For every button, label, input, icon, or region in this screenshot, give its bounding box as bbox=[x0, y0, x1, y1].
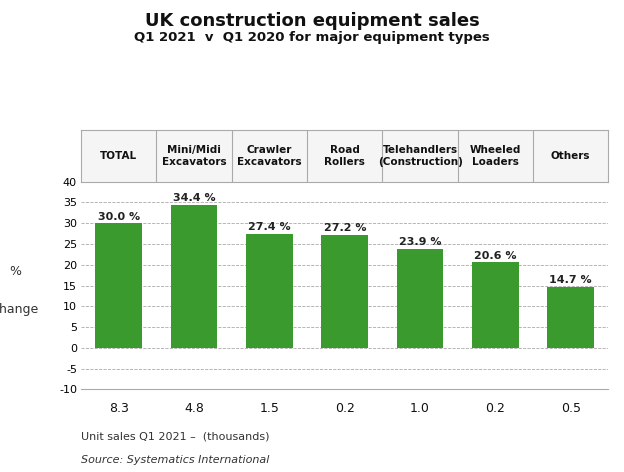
Text: 0.2: 0.2 bbox=[485, 402, 505, 415]
Text: 20.6 %: 20.6 % bbox=[474, 251, 517, 261]
Text: 34.4 %: 34.4 % bbox=[173, 194, 215, 203]
Text: change: change bbox=[0, 303, 39, 316]
Text: 27.4 %: 27.4 % bbox=[248, 222, 291, 232]
Text: Crawler
Excavators: Crawler Excavators bbox=[237, 144, 302, 167]
Text: Q1 2021  v  Q1 2020 for major equipment types: Q1 2021 v Q1 2020 for major equipment ty… bbox=[134, 31, 490, 44]
Text: Unit sales Q1 2021 –  (thousands): Unit sales Q1 2021 – (thousands) bbox=[81, 432, 270, 442]
Text: Source: Systematics International: Source: Systematics International bbox=[81, 455, 270, 465]
Text: 30.0 %: 30.0 % bbox=[98, 211, 140, 221]
Bar bbox=[321, 235, 368, 348]
Text: Mini/Midi
Excavators: Mini/Midi Excavators bbox=[162, 144, 227, 167]
Text: Road
Rollers: Road Rollers bbox=[324, 144, 365, 167]
Text: 4.8: 4.8 bbox=[184, 402, 204, 415]
Text: 1.0: 1.0 bbox=[410, 402, 430, 415]
Bar bbox=[397, 249, 444, 348]
Text: Wheeled
Loaders: Wheeled Loaders bbox=[470, 144, 521, 167]
Text: 0.2: 0.2 bbox=[335, 402, 354, 415]
Text: 14.7 %: 14.7 % bbox=[549, 275, 592, 285]
Text: Others: Others bbox=[551, 151, 590, 161]
Text: 8.3: 8.3 bbox=[109, 402, 129, 415]
Text: Telehandlers
(Construction): Telehandlers (Construction) bbox=[378, 144, 462, 167]
Bar bbox=[547, 287, 594, 348]
Text: 27.2 %: 27.2 % bbox=[323, 223, 366, 233]
Bar bbox=[95, 223, 142, 348]
Bar bbox=[171, 205, 217, 348]
Text: UK construction equipment sales: UK construction equipment sales bbox=[145, 12, 479, 30]
Bar bbox=[246, 234, 293, 348]
Text: TOTAL: TOTAL bbox=[100, 151, 137, 161]
Text: 23.9 %: 23.9 % bbox=[399, 237, 441, 247]
Bar bbox=[472, 262, 519, 348]
Text: %: % bbox=[9, 265, 22, 278]
Text: 0.5: 0.5 bbox=[561, 402, 581, 415]
Text: 1.5: 1.5 bbox=[260, 402, 280, 415]
